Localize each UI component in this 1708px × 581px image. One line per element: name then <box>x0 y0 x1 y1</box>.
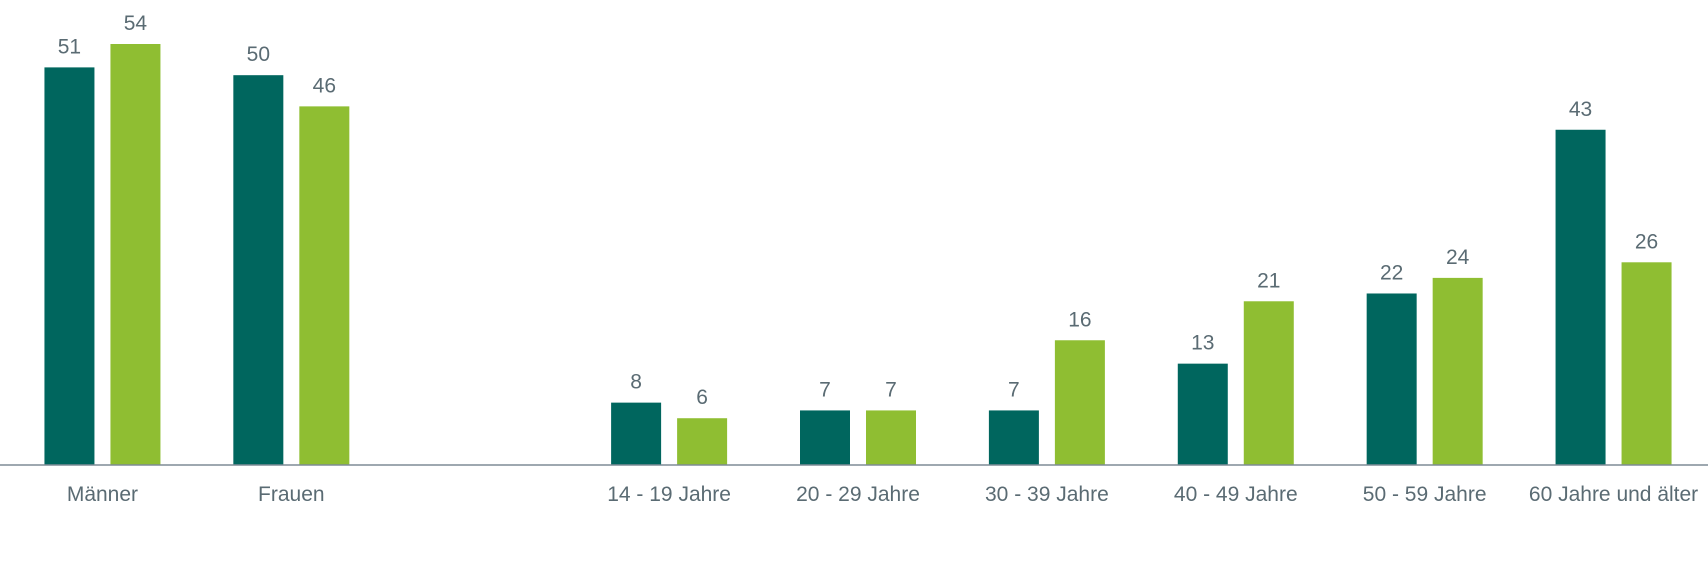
bar <box>866 410 916 465</box>
value-label: 7 <box>1008 378 1020 401</box>
x-tick-label: 20 - 29 Jahre <box>796 483 920 506</box>
value-label: 24 <box>1446 246 1470 269</box>
x-tick-label: Frauen <box>258 483 325 506</box>
bar <box>677 418 728 465</box>
value-label: 46 <box>313 74 336 97</box>
bar <box>611 402 662 465</box>
value-label: 7 <box>885 378 897 401</box>
value-label: 54 <box>124 12 148 35</box>
value-label: 8 <box>630 371 642 394</box>
value-label: 7 <box>819 378 831 401</box>
bar <box>1054 340 1105 465</box>
value-label: 16 <box>1068 308 1091 331</box>
x-tick-label: 14 - 19 Jahre <box>607 483 731 506</box>
x-tick-label: Männer <box>66 483 139 506</box>
value-label: 13 <box>1191 332 1214 355</box>
bar <box>44 67 95 465</box>
bar <box>110 44 161 465</box>
bar <box>988 410 1039 465</box>
x-tick-label: 60 Jahre und älter <box>1528 483 1699 506</box>
value-label: 6 <box>696 386 708 409</box>
bar <box>1177 363 1228 465</box>
bar <box>800 410 850 465</box>
value-label: 26 <box>1635 230 1658 253</box>
bar <box>233 75 284 466</box>
x-tick-label: 50 - 59 Jahre <box>1362 483 1487 506</box>
bar <box>1555 129 1606 465</box>
x-tick-label: 40 - 49 Jahre <box>1173 483 1298 506</box>
bar <box>1366 293 1417 465</box>
value-label: 51 <box>58 35 81 58</box>
value-label: 21 <box>1257 269 1280 292</box>
value-label: 22 <box>1380 261 1403 284</box>
value-label: 43 <box>1569 98 1592 121</box>
bar <box>1432 277 1483 465</box>
x-tick-label: 30 - 39 Jahre <box>985 483 1109 506</box>
bar <box>299 106 350 466</box>
bar <box>1243 301 1294 465</box>
bar <box>1621 262 1672 465</box>
value-label: 50 <box>247 43 270 66</box>
